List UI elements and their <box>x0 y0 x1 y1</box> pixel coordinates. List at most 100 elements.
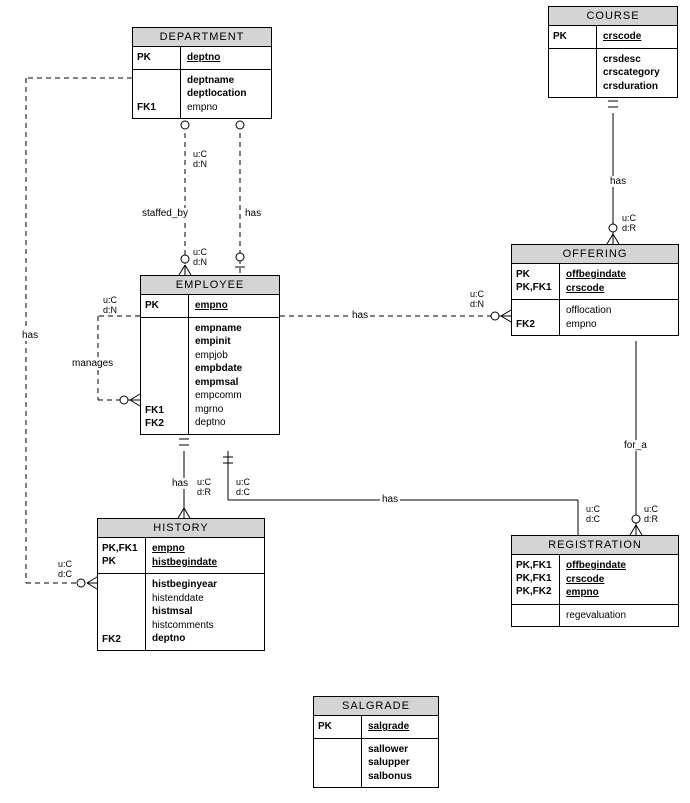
attr-column: empnohistbegindate <box>146 538 264 573</box>
entity-title-course: COURSE <box>549 7 677 26</box>
attr-crsduration: crsduration <box>603 80 671 94</box>
attr-deptno: deptno <box>152 632 258 646</box>
attr-crscode: crscode <box>566 282 672 296</box>
entity-title-registration: REGISTRATION <box>512 536 678 555</box>
key-column: PK <box>141 295 189 317</box>
er-diagram-canvas: DEPARTMENTPKdeptnoFK1deptnamedeptlocatio… <box>0 0 690 803</box>
attr-column: salgrade <box>362 716 438 738</box>
attr-column: regevaluation <box>560 605 678 627</box>
attr-empjob: empjob <box>195 349 273 363</box>
attr-crscode: crscode <box>603 30 671 44</box>
edge-label-emp-self-manages: manages <box>70 358 115 369</box>
attr-histmsal: histmsal <box>152 605 258 619</box>
entity-row: sallowersaluppersalbonus <box>314 739 438 788</box>
entity-registration: REGISTRATIONPK,FK1PK,FK1PK,FK2offbeginda… <box>511 535 679 627</box>
edge-label-emp-history-has: has <box>170 478 190 489</box>
edge-label-dept-emp-staffedby: staffed_by <box>140 208 190 219</box>
key-column: PK <box>549 26 597 48</box>
attr-histbeginyear: histbeginyear <box>152 578 258 592</box>
entity-row: regevaluation <box>512 605 678 627</box>
attr-empcomm: empcomm <box>195 389 273 403</box>
attr-column: histbeginyearhistenddatehistmsalhistcomm… <box>146 574 264 650</box>
entity-row: PK deptno <box>133 47 271 70</box>
entity-department: DEPARTMENTPKdeptnoFK1deptnamedeptlocatio… <box>132 27 272 119</box>
attr-deptno: deptno <box>195 416 273 430</box>
attr-empname: empname <box>195 322 273 336</box>
attr-column: crsdesccrscategorycrsduration <box>597 49 677 98</box>
key-column <box>512 605 560 627</box>
attr-crscategory: crscategory <box>603 66 671 80</box>
key-column: PKPK,FK1 <box>512 264 560 299</box>
entity-title-offering: OFFERING <box>512 245 678 264</box>
attr-crsdesc: crsdesc <box>603 53 671 67</box>
attr-deptno: deptno <box>187 51 265 65</box>
attr-regevaluation: regevaluation <box>566 609 672 623</box>
entity-row: PK,FK1PK,FK1PK,FK2offbegindatecrscodeemp… <box>512 555 678 605</box>
attr-column: offbegindatecrscode <box>560 264 678 299</box>
key-column: FK2 <box>98 574 146 650</box>
entity-history: HISTORYPK,FK1PKempnohistbegindateFK2hist… <box>97 518 265 651</box>
attr-column: empno <box>189 295 279 317</box>
entity-course: COURSEPK crscode crsdesccrscategorycrsdura… <box>548 6 678 98</box>
edge-label-emp-offering-has: has <box>350 310 370 321</box>
key-column: PK <box>314 716 362 738</box>
key-column: FK1FK2 <box>141 318 189 434</box>
cardinality-label: u:Cd:N <box>193 150 207 170</box>
entity-salgrade: SALGRADEPK salgrade sallowersaluppersalbon… <box>313 696 439 788</box>
attr-column: empnameempinitempjobempbdateempmsalempco… <box>189 318 279 434</box>
attr-empno: empno <box>187 101 265 115</box>
attr-column: crscode <box>597 26 677 48</box>
edges-layer <box>0 0 690 803</box>
attr-histbegindate: histbegindate <box>152 556 258 570</box>
attr-empbdate: empbdate <box>195 362 273 376</box>
attr-mgrno: mgrno <box>195 403 273 417</box>
entity-employee: EMPLOYEEPKempnoFK1FK2empnameempinitempjo… <box>140 275 280 435</box>
key-column: PK,FK1PK <box>98 538 146 573</box>
key-column <box>314 739 362 788</box>
entity-row: FK2histbeginyearhistenddatehistmsalhistc… <box>98 574 264 650</box>
attr-histenddate: histenddate <box>152 592 258 606</box>
attr-column: offbegindatecrscodeempno <box>560 555 678 604</box>
attr-column: sallowersaluppersalbonus <box>362 739 438 788</box>
cardinality-label: u:Cd:N <box>103 296 117 316</box>
attr-empinit: empinit <box>195 335 273 349</box>
attr-column: deptno <box>181 47 271 69</box>
entity-row: FK1FK2empnameempinitempjobempbdateempmsa… <box>141 318 279 434</box>
attr-histcomments: histcomments <box>152 619 258 633</box>
entity-row: PK,FK1PKempnohistbegindate <box>98 538 264 574</box>
attr-salbonus: salbonus <box>368 770 432 784</box>
key-column <box>549 49 597 98</box>
attr-empmsal: empmsal <box>195 376 273 390</box>
key-column: FK1 <box>133 70 181 119</box>
entity-title-department: DEPARTMENT <box>133 28 271 47</box>
edge-label-offering-reg-fora: for_a <box>622 440 649 451</box>
cardinality-label: u:Cd:R <box>197 478 211 498</box>
key-column: PK,FK1PK,FK1PK,FK2 <box>512 555 560 604</box>
entity-row: FK1deptnamedeptlocationempno <box>133 70 271 119</box>
cardinality-label: u:Cd:R <box>622 214 636 234</box>
key-column: PK <box>133 47 181 69</box>
entity-title-salgrade: SALGRADE <box>314 697 438 716</box>
attr-deptname: deptname <box>187 74 265 88</box>
attr-column: deptnamedeptlocationempno <box>181 70 271 119</box>
entity-title-history: HISTORY <box>98 519 264 538</box>
cardinality-label: u:Cd:C <box>586 505 600 525</box>
attr-empno: empno <box>195 299 273 313</box>
edge-label-course-offering-has: has <box>608 176 628 187</box>
cardinality-label: u:Cd:N <box>193 248 207 268</box>
edge-label-emp-reg-has: has <box>380 494 400 505</box>
attr-salgrade: salgrade <box>368 720 432 734</box>
entity-row: PK empno <box>141 295 279 318</box>
entity-offering: OFFERINGPKPK,FK1offbegindatecrscodeFK2of… <box>511 244 679 336</box>
cardinality-label: u:Cd:N <box>470 290 484 310</box>
entity-row: crsdesccrscategorycrsduration <box>549 49 677 98</box>
entity-row: PK crscode <box>549 26 677 49</box>
attr-sallower: sallower <box>368 743 432 757</box>
cardinality-label: u:Cd:R <box>644 505 658 525</box>
attr-deptlocation: deptlocation <box>187 87 265 101</box>
cardinality-label: u:Cd:C <box>236 478 250 498</box>
attr-salupper: salupper <box>368 756 432 770</box>
entity-title-employee: EMPLOYEE <box>141 276 279 295</box>
attr-crscode: crscode <box>566 573 672 587</box>
entity-row: FK2offlocationempno <box>512 300 678 335</box>
